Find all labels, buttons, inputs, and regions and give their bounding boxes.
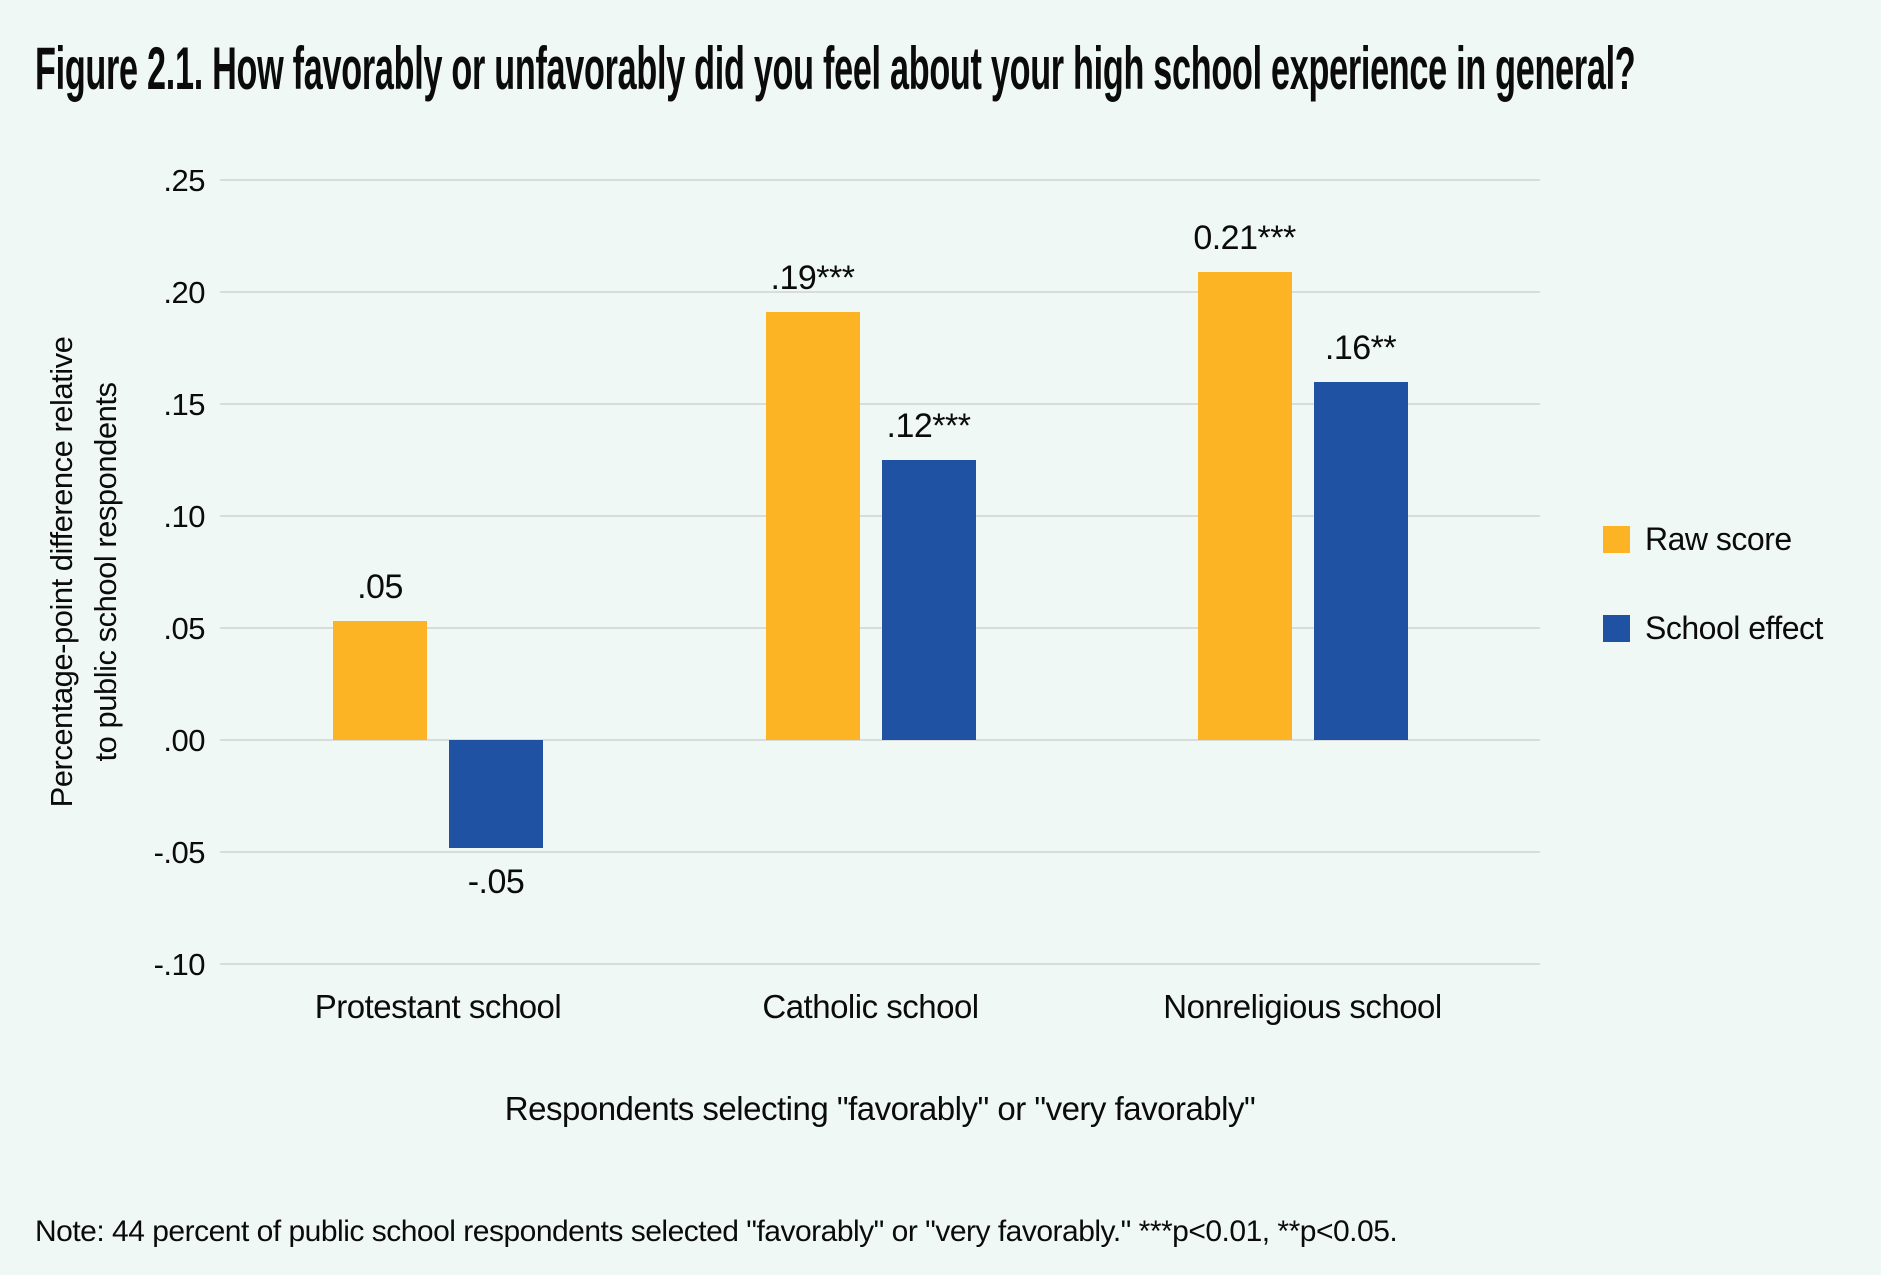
bar-raw-score	[333, 621, 427, 740]
gridline	[220, 851, 1540, 853]
legend-swatch-school-effect	[1603, 614, 1630, 642]
legend-item-raw-score: Raw score	[1603, 519, 1823, 559]
bar-raw-score	[765, 312, 860, 740]
bar-value-label: .19***	[770, 259, 855, 298]
category-label: Protestant school	[314, 988, 562, 1025]
x-axis-title: Respondents selecting "favorably" or "ve…	[504, 1090, 1256, 1127]
legend-swatch-raw-score	[1603, 525, 1630, 553]
bar-school-effect	[449, 740, 543, 848]
gridline	[220, 515, 1540, 517]
legend: Raw score School effect	[1603, 519, 1823, 697]
footnote: Note: 44 percent of public school respon…	[35, 1215, 1398, 1248]
gridline	[220, 627, 1540, 629]
legend-label: School effect	[1645, 610, 1823, 646]
bar-raw-score	[1197, 271, 1292, 740]
bar-value-label: 0.21***	[1193, 218, 1296, 257]
y-tick-label: -.05	[153, 835, 206, 870]
chart-title: Figure 2.1. How favorably or unfavorably…	[35, 35, 1636, 102]
category-label: Nonreligious school	[1163, 988, 1442, 1025]
legend-item-school-effect: School effect	[1603, 608, 1823, 648]
bar-value-label: -.05	[467, 862, 525, 901]
gridline	[220, 179, 1540, 181]
y-tick-label: -.10	[153, 947, 206, 982]
bar-value-label: .12***	[886, 407, 971, 445]
gridline	[220, 403, 1540, 405]
bar-value-label: .05	[357, 568, 403, 607]
y-tick-label: .15	[163, 387, 205, 422]
gridline	[220, 739, 1540, 741]
y-tick-label: .05	[163, 611, 205, 646]
y-tick-label: .10	[163, 499, 205, 534]
bar-value-label: .16**	[1324, 328, 1397, 367]
gridline	[220, 291, 1540, 293]
gridline	[220, 963, 1540, 965]
y-tick-label: .25	[163, 163, 205, 198]
bar-school-effect	[1313, 381, 1408, 740]
y-tick-label: .20	[163, 275, 205, 310]
category-label: Catholic school	[762, 988, 979, 1025]
bar-school-effect	[881, 460, 976, 740]
y-tick-label: .00	[163, 723, 205, 758]
legend-label: Raw score	[1645, 521, 1792, 557]
